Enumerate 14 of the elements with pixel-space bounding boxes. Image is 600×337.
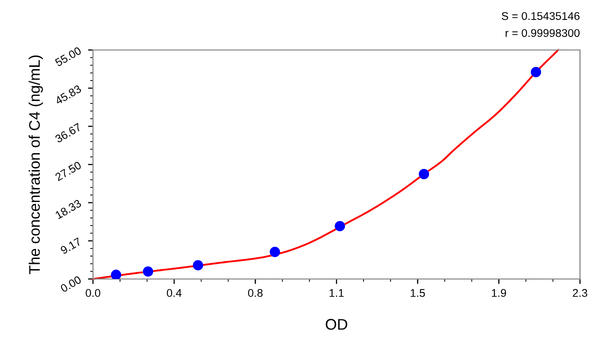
x-tick-label: 0.0: [86, 289, 100, 297]
text: r = 0.99998300: [506, 29, 580, 37]
text: S = 0.15435146: [502, 12, 580, 20]
x-tick-label: 0.4: [166, 289, 182, 297]
x-axis-title: OD: [326, 318, 348, 330]
y-tick-label: 9.17: [60, 237, 82, 254]
x-tick-label: 1.5: [410, 289, 425, 297]
y-axis-title: The concentration of C4 (ng/mL): [28, 55, 43, 274]
x-tick-label: 2.3: [572, 289, 588, 297]
y-tick-label: 0.00: [60, 275, 82, 293]
x-tick-label: 1.1: [330, 289, 344, 297]
y-tick-label: 45.83: [54, 84, 82, 105]
x-tick-label: 0.8: [248, 289, 263, 297]
x-tick-label: 1.9: [492, 289, 506, 297]
